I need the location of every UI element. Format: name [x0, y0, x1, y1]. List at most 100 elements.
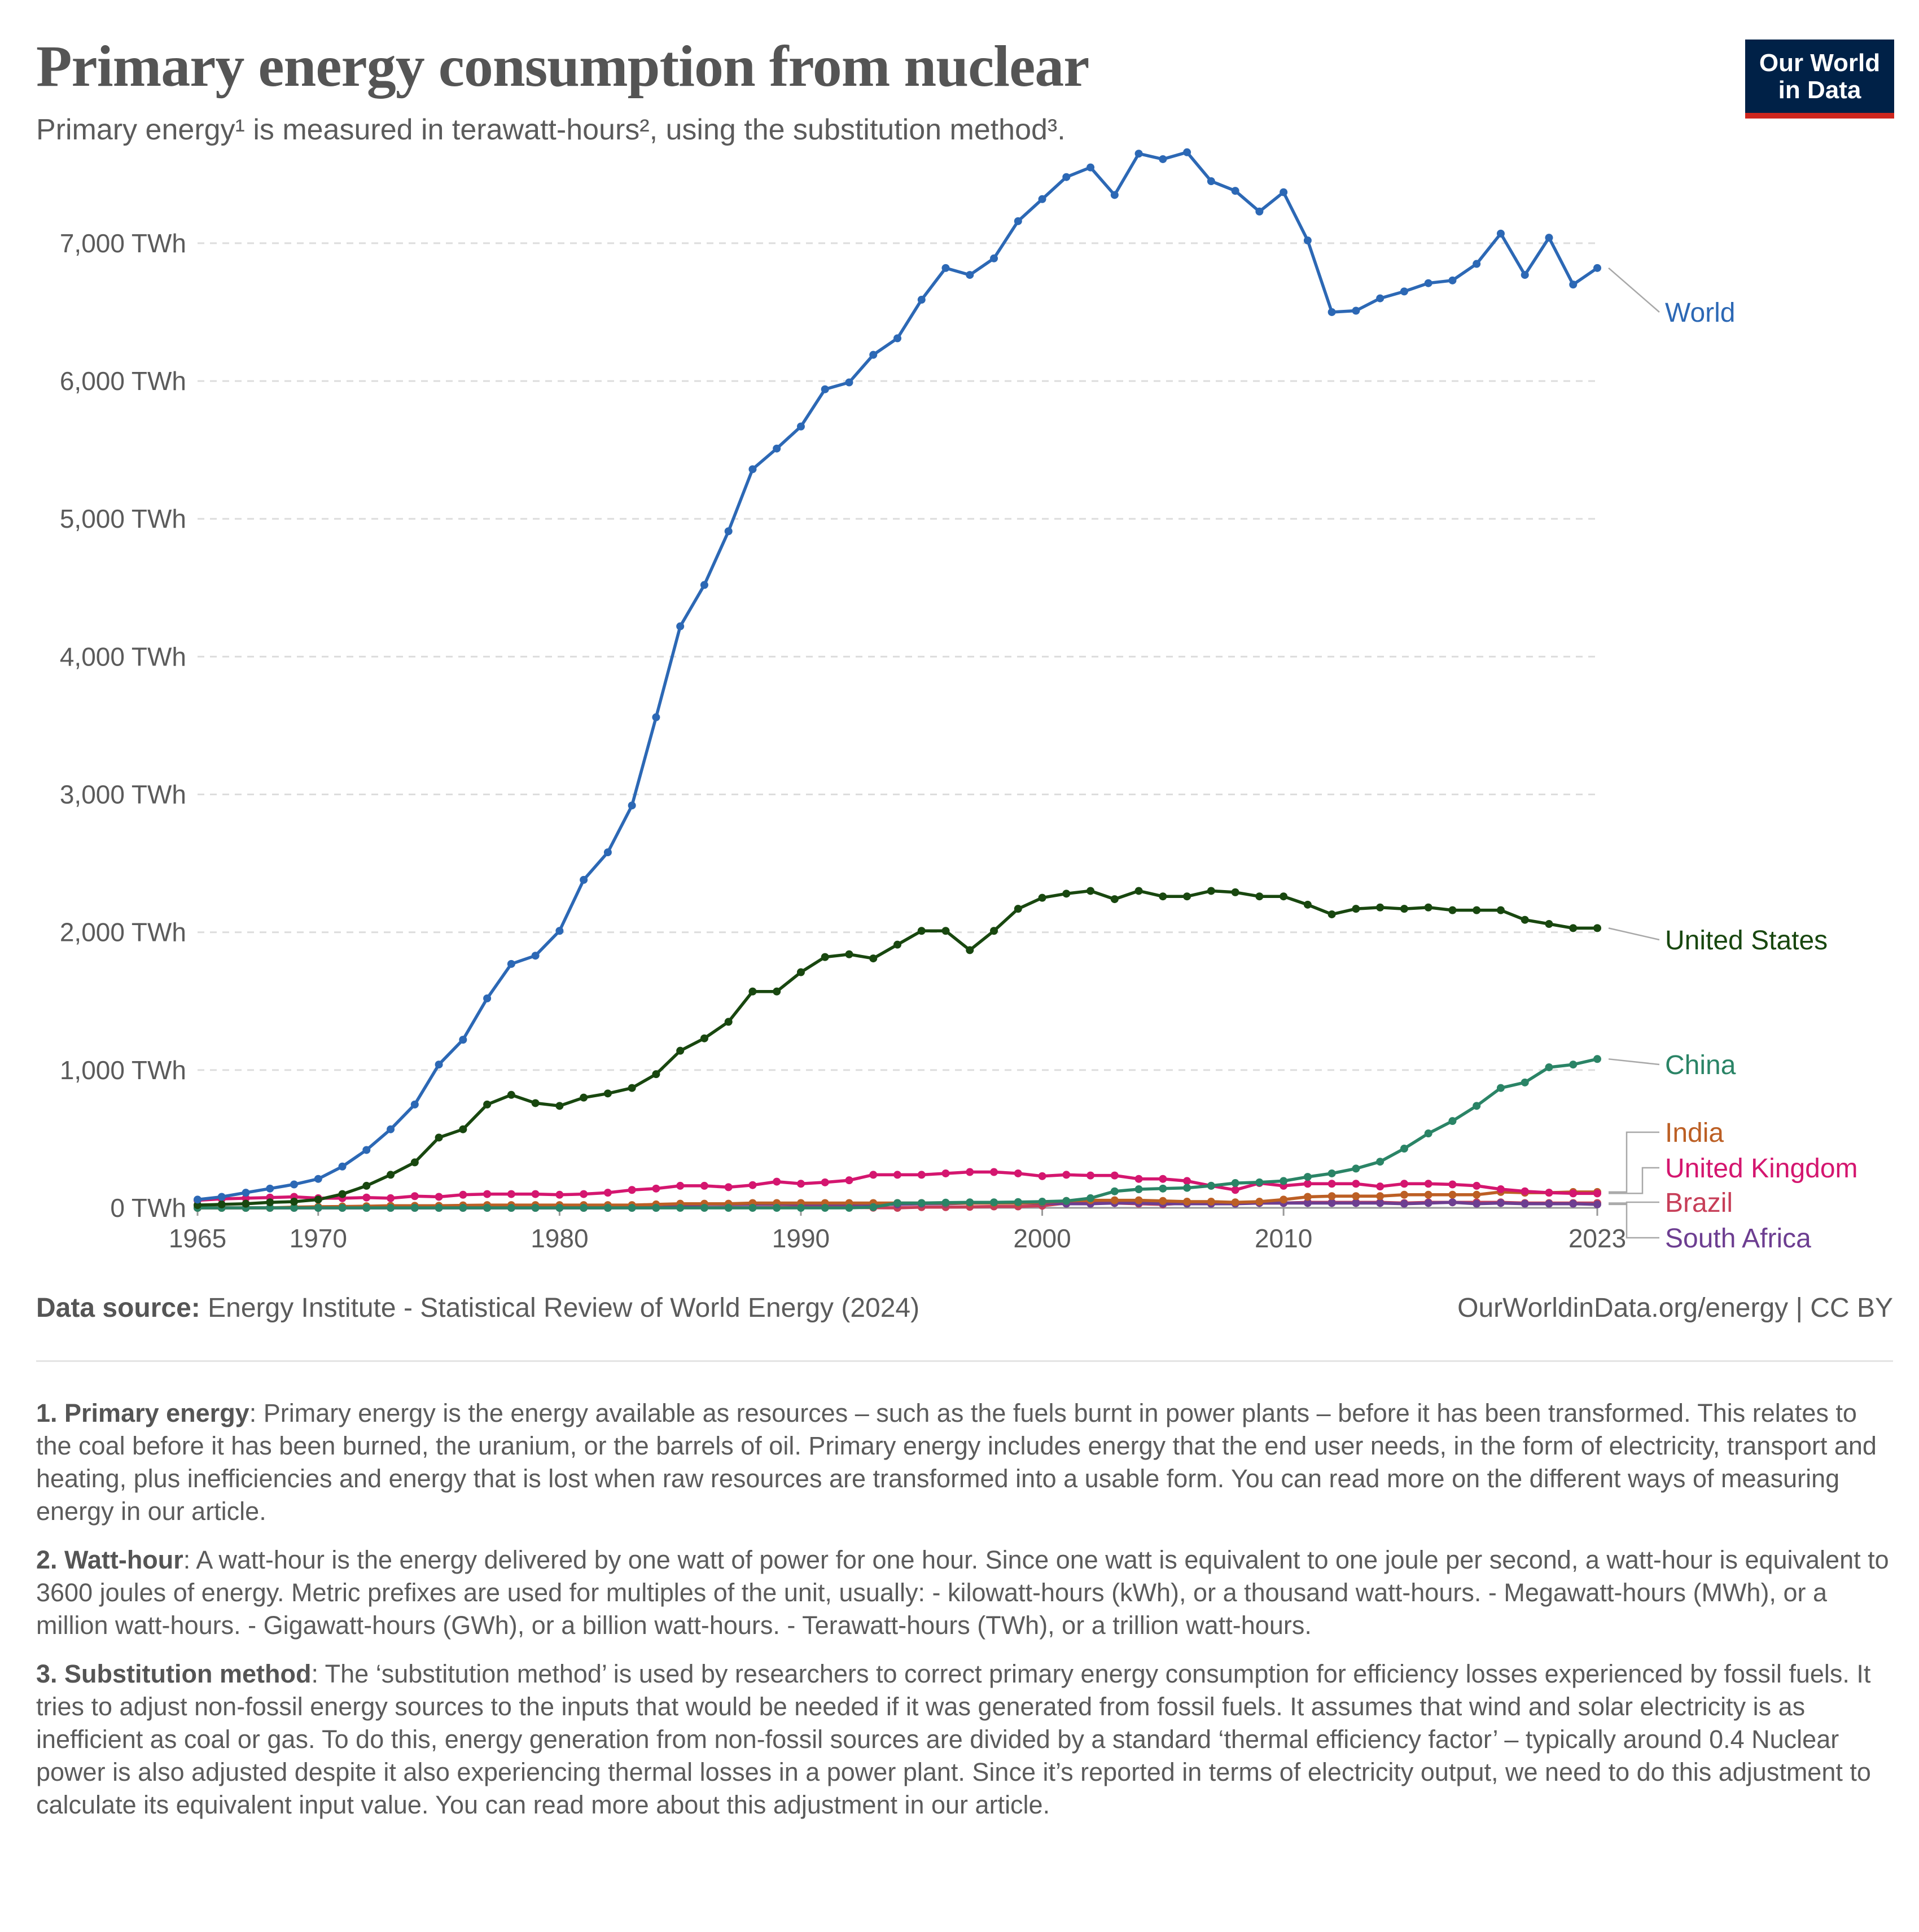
data-point	[796, 968, 805, 976]
series-label: South Africa	[1665, 1224, 1811, 1254]
data-point	[917, 927, 926, 935]
data-point	[845, 1176, 853, 1185]
data-point	[1400, 905, 1408, 913]
data-point	[1473, 1199, 1481, 1208]
data-source-label: Data source:	[36, 1293, 200, 1323]
data-point	[507, 960, 515, 968]
data-point	[1400, 1145, 1408, 1153]
data-point	[966, 271, 974, 279]
data-point	[1593, 1189, 1601, 1198]
data-point	[1231, 888, 1239, 896]
data-point	[773, 1204, 781, 1212]
footnote-substitution-method: 3. Substitution method: The ‘substitutio…	[36, 1658, 1893, 1821]
data-point	[700, 581, 708, 589]
data-point	[1038, 893, 1046, 902]
data-point	[1545, 1063, 1553, 1071]
y-tick-label: 5,000 TWh	[60, 504, 186, 533]
data-point	[724, 1018, 733, 1026]
data-point	[1569, 924, 1578, 932]
data-point	[217, 1200, 226, 1208]
data-point	[1376, 1182, 1385, 1191]
data-point	[1352, 1199, 1360, 1207]
series-label: United States	[1665, 926, 1828, 956]
data-point	[290, 1180, 299, 1189]
data-point	[410, 1158, 419, 1167]
data-point	[1473, 906, 1481, 914]
label-connector	[1609, 1167, 1659, 1194]
data-point	[1593, 1200, 1601, 1208]
data-point	[966, 1168, 974, 1176]
data-point	[796, 1180, 805, 1188]
data-point	[507, 1204, 515, 1212]
data-point	[410, 1100, 419, 1109]
data-point	[1207, 177, 1215, 186]
credit-link[interactable]: OurWorldinData.org/energy | CC BY	[1457, 1293, 1893, 1323]
data-point	[1327, 1169, 1336, 1177]
data-point	[603, 1204, 612, 1212]
data-point	[483, 994, 492, 1002]
data-point	[700, 1181, 708, 1190]
data-point	[1424, 903, 1432, 912]
data-point	[1448, 1190, 1457, 1199]
data-point	[555, 1102, 564, 1110]
data-point	[1110, 895, 1119, 904]
data-point	[676, 1046, 685, 1055]
data-point	[893, 1199, 901, 1207]
series-labels: World United States China India United Kingd…	[1608, 267, 1858, 1254]
data-point	[845, 950, 853, 958]
data-point	[990, 1168, 998, 1176]
x-tick-label: 2000	[1013, 1224, 1071, 1253]
data-point	[1280, 1195, 1288, 1204]
data-point	[1496, 229, 1505, 238]
series-points	[194, 148, 1601, 1212]
chart-subtitle: Primary energy¹ is measured in terawatt-…	[36, 113, 1066, 146]
data-point	[1424, 279, 1432, 287]
data-point	[628, 801, 636, 810]
data-point	[869, 954, 878, 963]
data-point	[1400, 1190, 1408, 1199]
data-point	[652, 1204, 660, 1212]
data-point	[1521, 1199, 1529, 1208]
data-point	[338, 1204, 347, 1212]
data-point	[531, 952, 540, 960]
data-point	[387, 1171, 395, 1179]
data-point	[628, 1084, 636, 1092]
data-point	[773, 444, 781, 453]
data-point	[700, 1204, 708, 1212]
owid-logo[interactable]: Our World in Data	[1745, 40, 1894, 119]
data-point	[362, 1181, 371, 1190]
y-tick-label: 3,000 TWh	[60, 780, 186, 809]
data-point	[603, 1189, 612, 1197]
data-point	[1280, 1177, 1288, 1185]
data-source-text[interactable]: Energy Institute - Statistical Review of…	[208, 1293, 920, 1323]
data-point	[1086, 887, 1095, 895]
data-point	[459, 1036, 467, 1044]
data-point	[362, 1193, 371, 1202]
data-point	[1545, 920, 1553, 928]
x-tick-label: 2023	[1569, 1224, 1626, 1253]
footnote-text: : Primary energy is the energy available…	[36, 1399, 1877, 1526]
label-connector	[1609, 1131, 1659, 1193]
data-point	[580, 1093, 588, 1102]
data-point	[773, 987, 781, 996]
x-tick-label: 1990	[772, 1224, 830, 1253]
data-point	[266, 1184, 274, 1193]
data-point	[555, 927, 564, 935]
data-point	[1231, 1179, 1239, 1188]
logo-line-2: in Data	[1778, 76, 1861, 104]
data-point	[676, 1204, 685, 1212]
data-point	[1183, 1198, 1191, 1206]
data-point	[1352, 1164, 1360, 1173]
data-point	[941, 1198, 950, 1207]
data-point	[1159, 1175, 1167, 1183]
data-point	[821, 385, 829, 393]
data-point	[410, 1192, 419, 1201]
data-point	[724, 1183, 733, 1191]
data-point	[1086, 163, 1095, 172]
data-point	[748, 987, 757, 996]
data-point	[1424, 1180, 1432, 1188]
x-tick-label: 1965	[169, 1224, 226, 1253]
data-point	[1424, 1190, 1432, 1199]
label-connector	[1608, 1058, 1660, 1066]
data-point	[435, 1204, 443, 1212]
